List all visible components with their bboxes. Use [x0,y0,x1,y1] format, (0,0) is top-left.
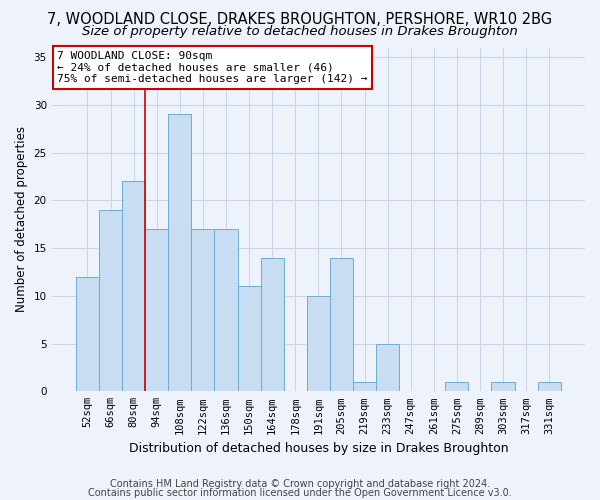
Bar [145,229,168,392]
Bar [445,382,469,392]
Bar [353,382,376,392]
Bar [214,229,238,392]
Text: 7 WOODLAND CLOSE: 90sqm
← 24% of detached houses are smaller (46)
75% of semi-de: 7 WOODLAND CLOSE: 90sqm ← 24% of detache… [57,51,367,84]
Text: Size of property relative to detached houses in Drakes Broughton: Size of property relative to detached ho… [82,25,518,38]
Bar [238,286,260,392]
Bar [122,181,145,392]
Bar [376,344,399,392]
Bar [76,276,99,392]
Bar [168,114,191,392]
Text: Contains HM Land Registry data © Crown copyright and database right 2024.: Contains HM Land Registry data © Crown c… [110,479,490,489]
Bar [538,382,561,392]
Bar [191,229,214,392]
Bar [330,258,353,392]
Y-axis label: Number of detached properties: Number of detached properties [15,126,28,312]
X-axis label: Distribution of detached houses by size in Drakes Broughton: Distribution of detached houses by size … [128,442,508,455]
Bar [307,296,330,392]
Text: 7, WOODLAND CLOSE, DRAKES BROUGHTON, PERSHORE, WR10 2BG: 7, WOODLAND CLOSE, DRAKES BROUGHTON, PER… [47,12,553,28]
Bar [260,258,284,392]
Text: Contains public sector information licensed under the Open Government Licence v3: Contains public sector information licen… [88,488,512,498]
Bar [99,210,122,392]
Bar [491,382,515,392]
